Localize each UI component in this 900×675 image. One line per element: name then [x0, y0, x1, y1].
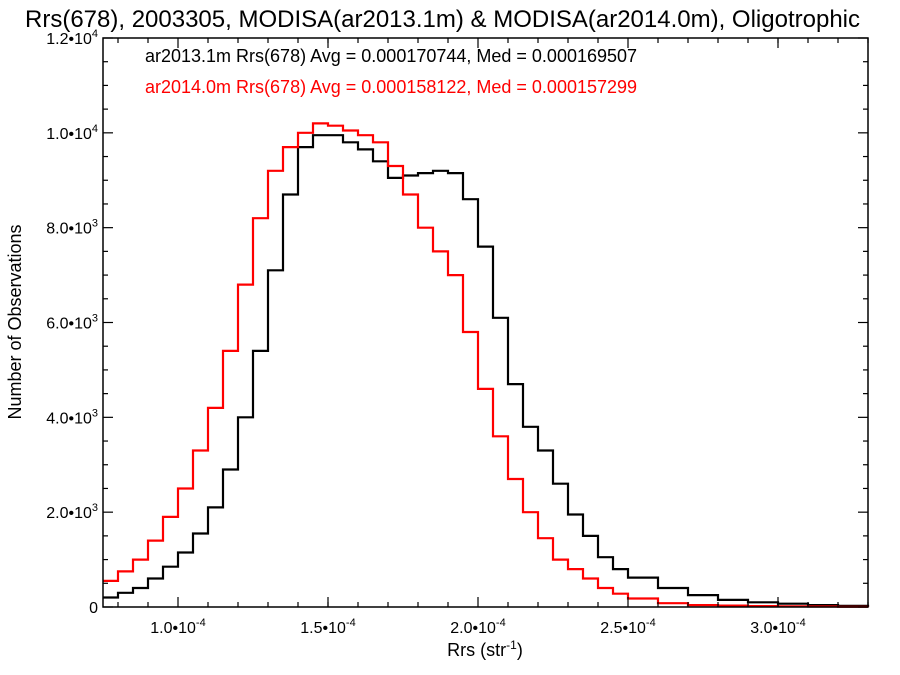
- y-tick-label: 1.0•104: [46, 123, 98, 143]
- x-axis-label: Rrs (str-1): [447, 638, 523, 660]
- x-tick-label: 2.0•10-4: [450, 617, 505, 637]
- plot-area: [103, 122, 870, 608]
- x-tick-label: 2.5•10-4: [600, 617, 655, 637]
- y-tick-label: 6.0•103: [46, 313, 98, 333]
- legend-label-ar2014: ar2014.0m Rrs(678) Avg = 0.000158122, Me…: [145, 77, 637, 97]
- series-line-ar2014.0m: [103, 122, 870, 608]
- x-tick-label: 1.0•10-4: [150, 617, 205, 637]
- y-axis-label: Number of Observations: [5, 224, 25, 419]
- series-line-ar2013.1m: [103, 134, 870, 607]
- y-tick-label: 4.0•103: [46, 407, 98, 427]
- axis-ticks: 1.0•10-4 1.5•10-4 2.0•10-4 2.5•10-4 3.0•10-4…: [46, 28, 869, 637]
- x-tick-label: 3.0•10-4: [750, 617, 805, 637]
- legend: ar2013.1m Rrs(678) Avg = 0.000170744, Me…: [145, 46, 637, 97]
- chart-title: Rrs(678), 2003305, MODISA(ar2013.1m) & M…: [25, 6, 860, 33]
- y-tick-label: 1.2•104: [46, 28, 98, 48]
- y-tick-label: 8.0•103: [46, 218, 98, 238]
- y-tick-label: 0: [89, 600, 98, 617]
- legend-label-ar2013: ar2013.1m Rrs(678) Avg = 0.000170744, Me…: [145, 46, 637, 66]
- x-tick-label: 1.5•10-4: [300, 617, 355, 637]
- y-tick-label: 2.0•103: [46, 502, 98, 522]
